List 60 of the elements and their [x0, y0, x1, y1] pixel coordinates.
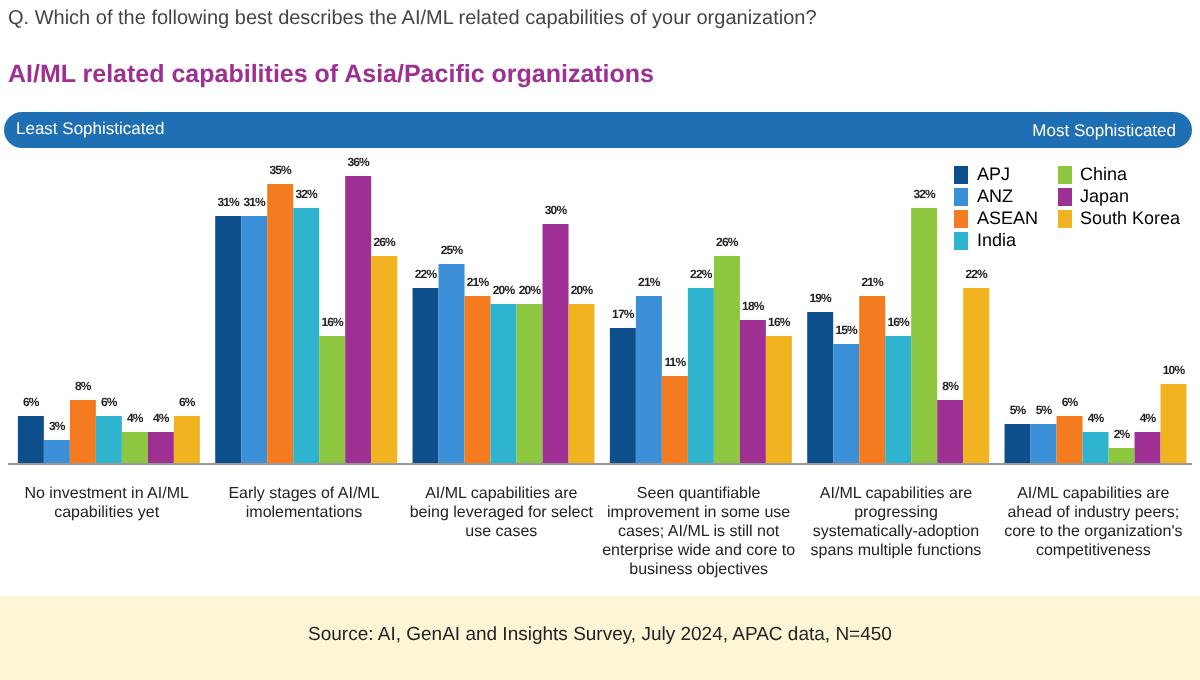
bar	[833, 344, 860, 464]
bar	[490, 304, 517, 464]
bar	[1056, 416, 1083, 464]
bar	[885, 336, 912, 464]
bar	[43, 440, 70, 464]
bar	[1030, 424, 1057, 464]
bar	[69, 400, 96, 464]
bar	[542, 224, 569, 464]
bar	[635, 296, 662, 464]
bar	[241, 216, 268, 464]
x-tick-label: Early stages of AI/ML imolementations	[228, 484, 381, 521]
bar	[911, 208, 938, 464]
bar	[1134, 432, 1161, 464]
x-tick-label: AI/ML capabilities are being leveraged for select use cases	[409, 484, 595, 540]
bar	[713, 256, 740, 464]
bar	[1160, 384, 1187, 464]
legend-label: China	[1079, 164, 1127, 184]
x-tick-label: AI/ML capabilities are progressing systematically-adoption spans multiple functions	[810, 484, 982, 559]
bar	[609, 328, 636, 464]
legend-label: APJ	[976, 164, 1010, 184]
bar	[17, 416, 44, 464]
bar	[412, 288, 439, 464]
x-tick-label: No investment in AI/ML capabilities yet	[24, 484, 191, 521]
bar	[464, 296, 491, 464]
bar	[319, 336, 346, 464]
bar	[661, 376, 688, 464]
bar	[963, 288, 990, 464]
bar	[121, 432, 148, 464]
bar	[568, 304, 595, 464]
legend-label: ASEAN	[976, 208, 1038, 228]
bar	[293, 208, 320, 464]
bar	[345, 176, 372, 464]
bar	[215, 216, 242, 464]
bar	[687, 288, 714, 464]
bar	[516, 304, 543, 464]
legend-label: Japan	[1079, 186, 1129, 206]
bar	[95, 416, 122, 464]
bar	[267, 184, 294, 464]
x-tick-label: Seen quantifiable improvement in some use cases; AI/ML is still not enterprise wide and core to business objectives	[602, 484, 797, 578]
source-note: Source: AI, GenAI and Insights Survey, July 2024, APAC data, N=450	[0, 596, 1200, 680]
x-tick-label: AI/ML capabilities are ahead of industry peers; core to the organization's competitiveness	[1004, 484, 1183, 559]
bar	[1004, 424, 1031, 464]
legend-label: India	[976, 230, 1016, 250]
bar	[438, 264, 465, 464]
bar	[765, 336, 792, 464]
bar	[1082, 432, 1109, 464]
bar	[371, 256, 398, 464]
bar	[739, 320, 766, 464]
chart-subtitle: Q. Which of the following best describes the AI/ML related capabilities of your organization?	[8, 8, 817, 30]
bar	[147, 432, 174, 464]
bar	[173, 416, 200, 464]
text: Most Sophisticated	[1032, 120, 1176, 140]
bar	[807, 312, 834, 464]
bar	[937, 400, 964, 464]
text: Least Sophisticated	[16, 118, 165, 138]
chart-title: AI/ML related capabilities of Asia/Pacific organizations	[8, 60, 655, 88]
bar	[859, 296, 886, 464]
bar	[1108, 448, 1135, 464]
legend-label: South Korea	[1079, 208, 1180, 228]
legend-label: ANZ	[976, 186, 1013, 206]
